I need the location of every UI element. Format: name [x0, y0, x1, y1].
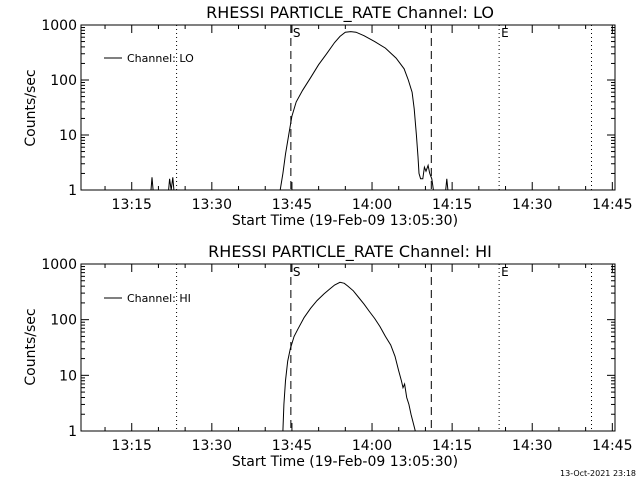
- x-tick-label: 13:45: [272, 197, 312, 213]
- x-tick-label: 13:30: [192, 438, 232, 454]
- y-tick-label: 100: [50, 73, 77, 89]
- x-tick-label: 14:30: [512, 197, 552, 213]
- legend-label: Channel: LO: [127, 52, 194, 65]
- x-tick-label: 14:45: [592, 438, 632, 454]
- chart-panel-lo: RHESSI PARTICLE_RATE Channel: LO Counts/…: [23, 3, 633, 229]
- x-tick-label: 14:00: [352, 197, 392, 213]
- x-tick-label: 14:30: [512, 438, 552, 454]
- plot-frame: [80, 24, 616, 191]
- marker-label: S: [293, 26, 301, 40]
- chart-title: RHESSI PARTICLE_RATE Channel: HI: [208, 242, 492, 262]
- y-tick-label: 1000: [41, 18, 77, 34]
- legend-label: Channel: HI: [127, 292, 191, 305]
- tick-group: 13:15 13:30 13:45 14:00 14:15 14:30 14:45 1 10 10…: [41, 18, 632, 213]
- y-tick-label: 1: [68, 183, 77, 199]
- x-tick-label: 13:15: [112, 197, 152, 213]
- tick-group: 13:15 13:30 13:45 14:00 14:15 14:30 14:45 1 10 10…: [41, 257, 632, 454]
- y-axis-label: Counts/sec: [23, 308, 39, 385]
- y-tick-label: 1000: [41, 257, 77, 273]
- x-tick-label: 14:15: [432, 438, 472, 454]
- marker-label: E: [501, 265, 509, 279]
- x-tick-label: 14:15: [432, 197, 472, 213]
- series-line-hi: [282, 281, 416, 432]
- x-tick-label: 14:45: [592, 197, 632, 213]
- x-axis-label: Start Time (19-Feb-09 13:05:30): [232, 213, 458, 229]
- y-tick-label: 10: [59, 128, 77, 144]
- x-tick-label: 13:15: [112, 438, 152, 454]
- y-tick-label: 1: [68, 424, 77, 440]
- x-tick-label: 14:00: [352, 438, 392, 454]
- marker-label: E: [501, 26, 509, 40]
- footer-timestamp: 13-Oct-2021 23:18: [560, 469, 636, 478]
- plot-frame: [80, 263, 616, 432]
- x-tick-label: 13:45: [272, 438, 312, 454]
- y-axis-label: Counts/sec: [23, 69, 39, 146]
- chart-title: RHESSI PARTICLE_RATE Channel: LO: [206, 3, 494, 23]
- x-tick-label: 13:30: [192, 197, 232, 213]
- series-line-lo: [81, 31, 615, 191]
- y-tick-label: 10: [59, 368, 77, 384]
- marker-label: S: [293, 265, 301, 279]
- chart-panel-hi: RHESSI PARTICLE_RATE Channel: HI Counts/…: [23, 242, 633, 470]
- y-tick-label: 100: [50, 313, 77, 329]
- x-axis-label: Start Time (19-Feb-09 13:05:30): [232, 454, 458, 470]
